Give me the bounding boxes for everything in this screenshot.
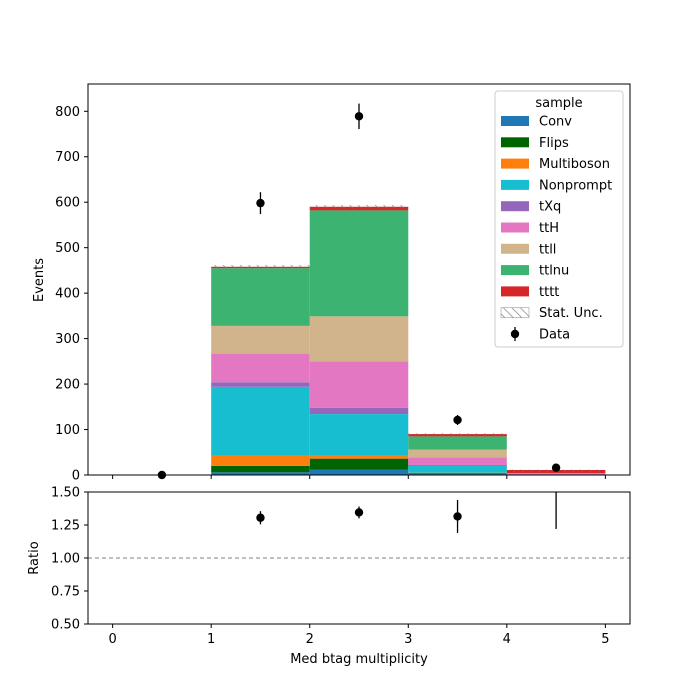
main-y-tick-label-0: 0 <box>72 469 80 484</box>
main-y-tick-label-1: 100 <box>55 423 80 438</box>
bar-txq-bin-1 <box>211 382 310 387</box>
legend-swatch-nonprompt <box>501 179 529 190</box>
x-tick-label-4: 4 <box>503 632 511 647</box>
main-y-tick-label-8: 800 <box>55 105 80 120</box>
bar-nonprompt-bin-2 <box>309 414 409 456</box>
stat-unc-bin-2 <box>309 204 409 209</box>
data-point-3 <box>453 415 462 425</box>
ratio-y-tick-label-2: 1.00 <box>51 552 80 567</box>
bar-ttlnu-bin-1 <box>211 268 310 326</box>
bar-txq-bin-3 <box>408 464 507 466</box>
main-y-ticks: 0 100 200 300 400 500 600 700 800 <box>55 105 88 484</box>
legend-label-flips: Flips <box>539 136 569 151</box>
bar-nonprompt-bin-3 <box>408 465 507 473</box>
legend-label-tth: ttH <box>539 221 559 236</box>
stat-unc-bin-3 <box>408 433 507 436</box>
ratio-points <box>256 492 557 533</box>
bar-txq-bin-4 <box>506 474 606 475</box>
legend-swatch-stat-unc <box>500 307 530 318</box>
legend-swatch-ttll <box>501 243 529 254</box>
legend-swatch-ttlnu <box>501 265 529 276</box>
stacked-bars <box>211 206 606 476</box>
main-plot: 0 100 200 300 400 500 600 700 800 Events <box>32 83 631 484</box>
bar-tth-bin-4 <box>506 473 606 475</box>
ratio-y-tick-label-4: 1.50 <box>51 486 80 501</box>
legend-label-ttlnu: ttlnu <box>539 264 569 279</box>
ratio-x-ticks: 0 1 2 3 4 5 <box>108 624 610 647</box>
legend-swatch-flips <box>501 137 529 148</box>
bar-ttll-bin-4 <box>506 473 606 475</box>
bar-flips-bin-1 <box>211 465 310 473</box>
bar-conv-bin-1 <box>211 472 310 475</box>
main-y-tick-label-2: 200 <box>55 378 80 393</box>
data-point-2 <box>354 112 364 121</box>
bar-conv-bin-2 <box>309 469 409 475</box>
main-plot-frame <box>87 83 631 476</box>
bar-flips-bin-2 <box>309 458 409 470</box>
bar-tth-bin-2 <box>309 361 409 408</box>
legend-label-stat-unc-: Stat. Unc. <box>539 306 603 321</box>
ratio-point-0 <box>256 513 265 522</box>
legend-swatch-multiboson <box>501 158 529 169</box>
bar-flips-bin-3 <box>408 473 507 475</box>
bar-nonprompt-bin-1 <box>211 386 310 456</box>
main-y-tick-label-3: 300 <box>55 332 80 347</box>
main-y-axis-label: Events <box>32 258 47 302</box>
legend-title: sample <box>535 96 582 111</box>
bar-txq-bin-2 <box>309 407 409 415</box>
main-y-tick-label-7: 700 <box>55 150 80 165</box>
ratio-y-tick-label-0: 0.50 <box>51 618 80 633</box>
stat-unc-bin-1 <box>211 264 310 269</box>
bar-tttt-bin-3 <box>408 434 507 437</box>
ratio-point-1 <box>354 508 364 517</box>
ratio-y-tick-label-1: 0.75 <box>51 585 80 600</box>
legend-label-nonprompt: Nonprompt <box>539 178 612 193</box>
bar-tth-bin-3 <box>408 457 507 465</box>
legend-swatch-txq <box>501 201 529 212</box>
bar-tth-bin-1 <box>211 353 310 383</box>
legend-swatch-conv <box>501 116 529 126</box>
x-axis-label: Med btag multiplicity <box>290 652 428 667</box>
x-tick-label-2: 2 <box>306 632 314 647</box>
x-tick-label-1: 1 <box>207 632 215 647</box>
x-tick-label-0: 0 <box>108 632 116 647</box>
legend-label-tttt: tttt <box>539 285 559 300</box>
bar-multiboson-bin-3 <box>408 472 507 474</box>
bar-ttlnu-bin-2 <box>309 210 409 317</box>
legend-data-marker <box>510 329 520 339</box>
data-point-1 <box>256 198 265 208</box>
legend-swatch-tth <box>501 222 529 233</box>
bar-ttll-bin-1 <box>211 325 310 354</box>
bar-ttll-bin-3 <box>408 449 507 458</box>
ratio-y-axis-label: Ratio <box>27 541 42 574</box>
main-y-tick-label-5: 500 <box>55 241 80 256</box>
x-tick-label-5: 5 <box>601 632 609 647</box>
legend-label-txq: tXq <box>539 200 561 215</box>
legend-label-ttll: ttll <box>539 242 556 257</box>
ratio-y-tick-label-3: 1.25 <box>51 519 80 534</box>
legend-label-conv: Conv <box>539 115 572 130</box>
ratio-point-2 <box>453 512 462 521</box>
bar-ttlnu-bin-3 <box>408 436 507 450</box>
main-y-tick-label-6: 600 <box>55 196 80 211</box>
main-y-tick-label-4: 400 <box>55 287 80 302</box>
main-x-ticks <box>112 475 606 479</box>
bar-ttll-bin-2 <box>309 316 409 362</box>
data-point-4 <box>551 463 561 472</box>
x-tick-label-3: 3 <box>404 632 412 647</box>
legend: sample Conv Flips Multiboson Nonprompt tXq tt… <box>494 90 624 348</box>
bar-multiboson-bin-2 <box>309 455 409 459</box>
legend-frame <box>494 90 624 348</box>
ratio-y-ticks: 0.50 0.75 1.00 1.25 1.50 <box>51 486 88 633</box>
legend-swatch-tttt <box>501 286 529 297</box>
bar-multiboson-bin-1 <box>211 455 310 466</box>
legend-label-data: Data <box>539 328 570 343</box>
legend-items: Conv Flips Multiboson Nonprompt tXq ttH ttll tt… <box>500 115 612 343</box>
legend-label-multiboson: Multiboson <box>539 157 610 172</box>
ratio-plot: 0 1 2 3 4 5 0.50 0.75 1.00 1.25 1.50 Ratio Med bt… <box>27 486 631 667</box>
bar-ttlnu-bin-4 <box>506 473 606 474</box>
